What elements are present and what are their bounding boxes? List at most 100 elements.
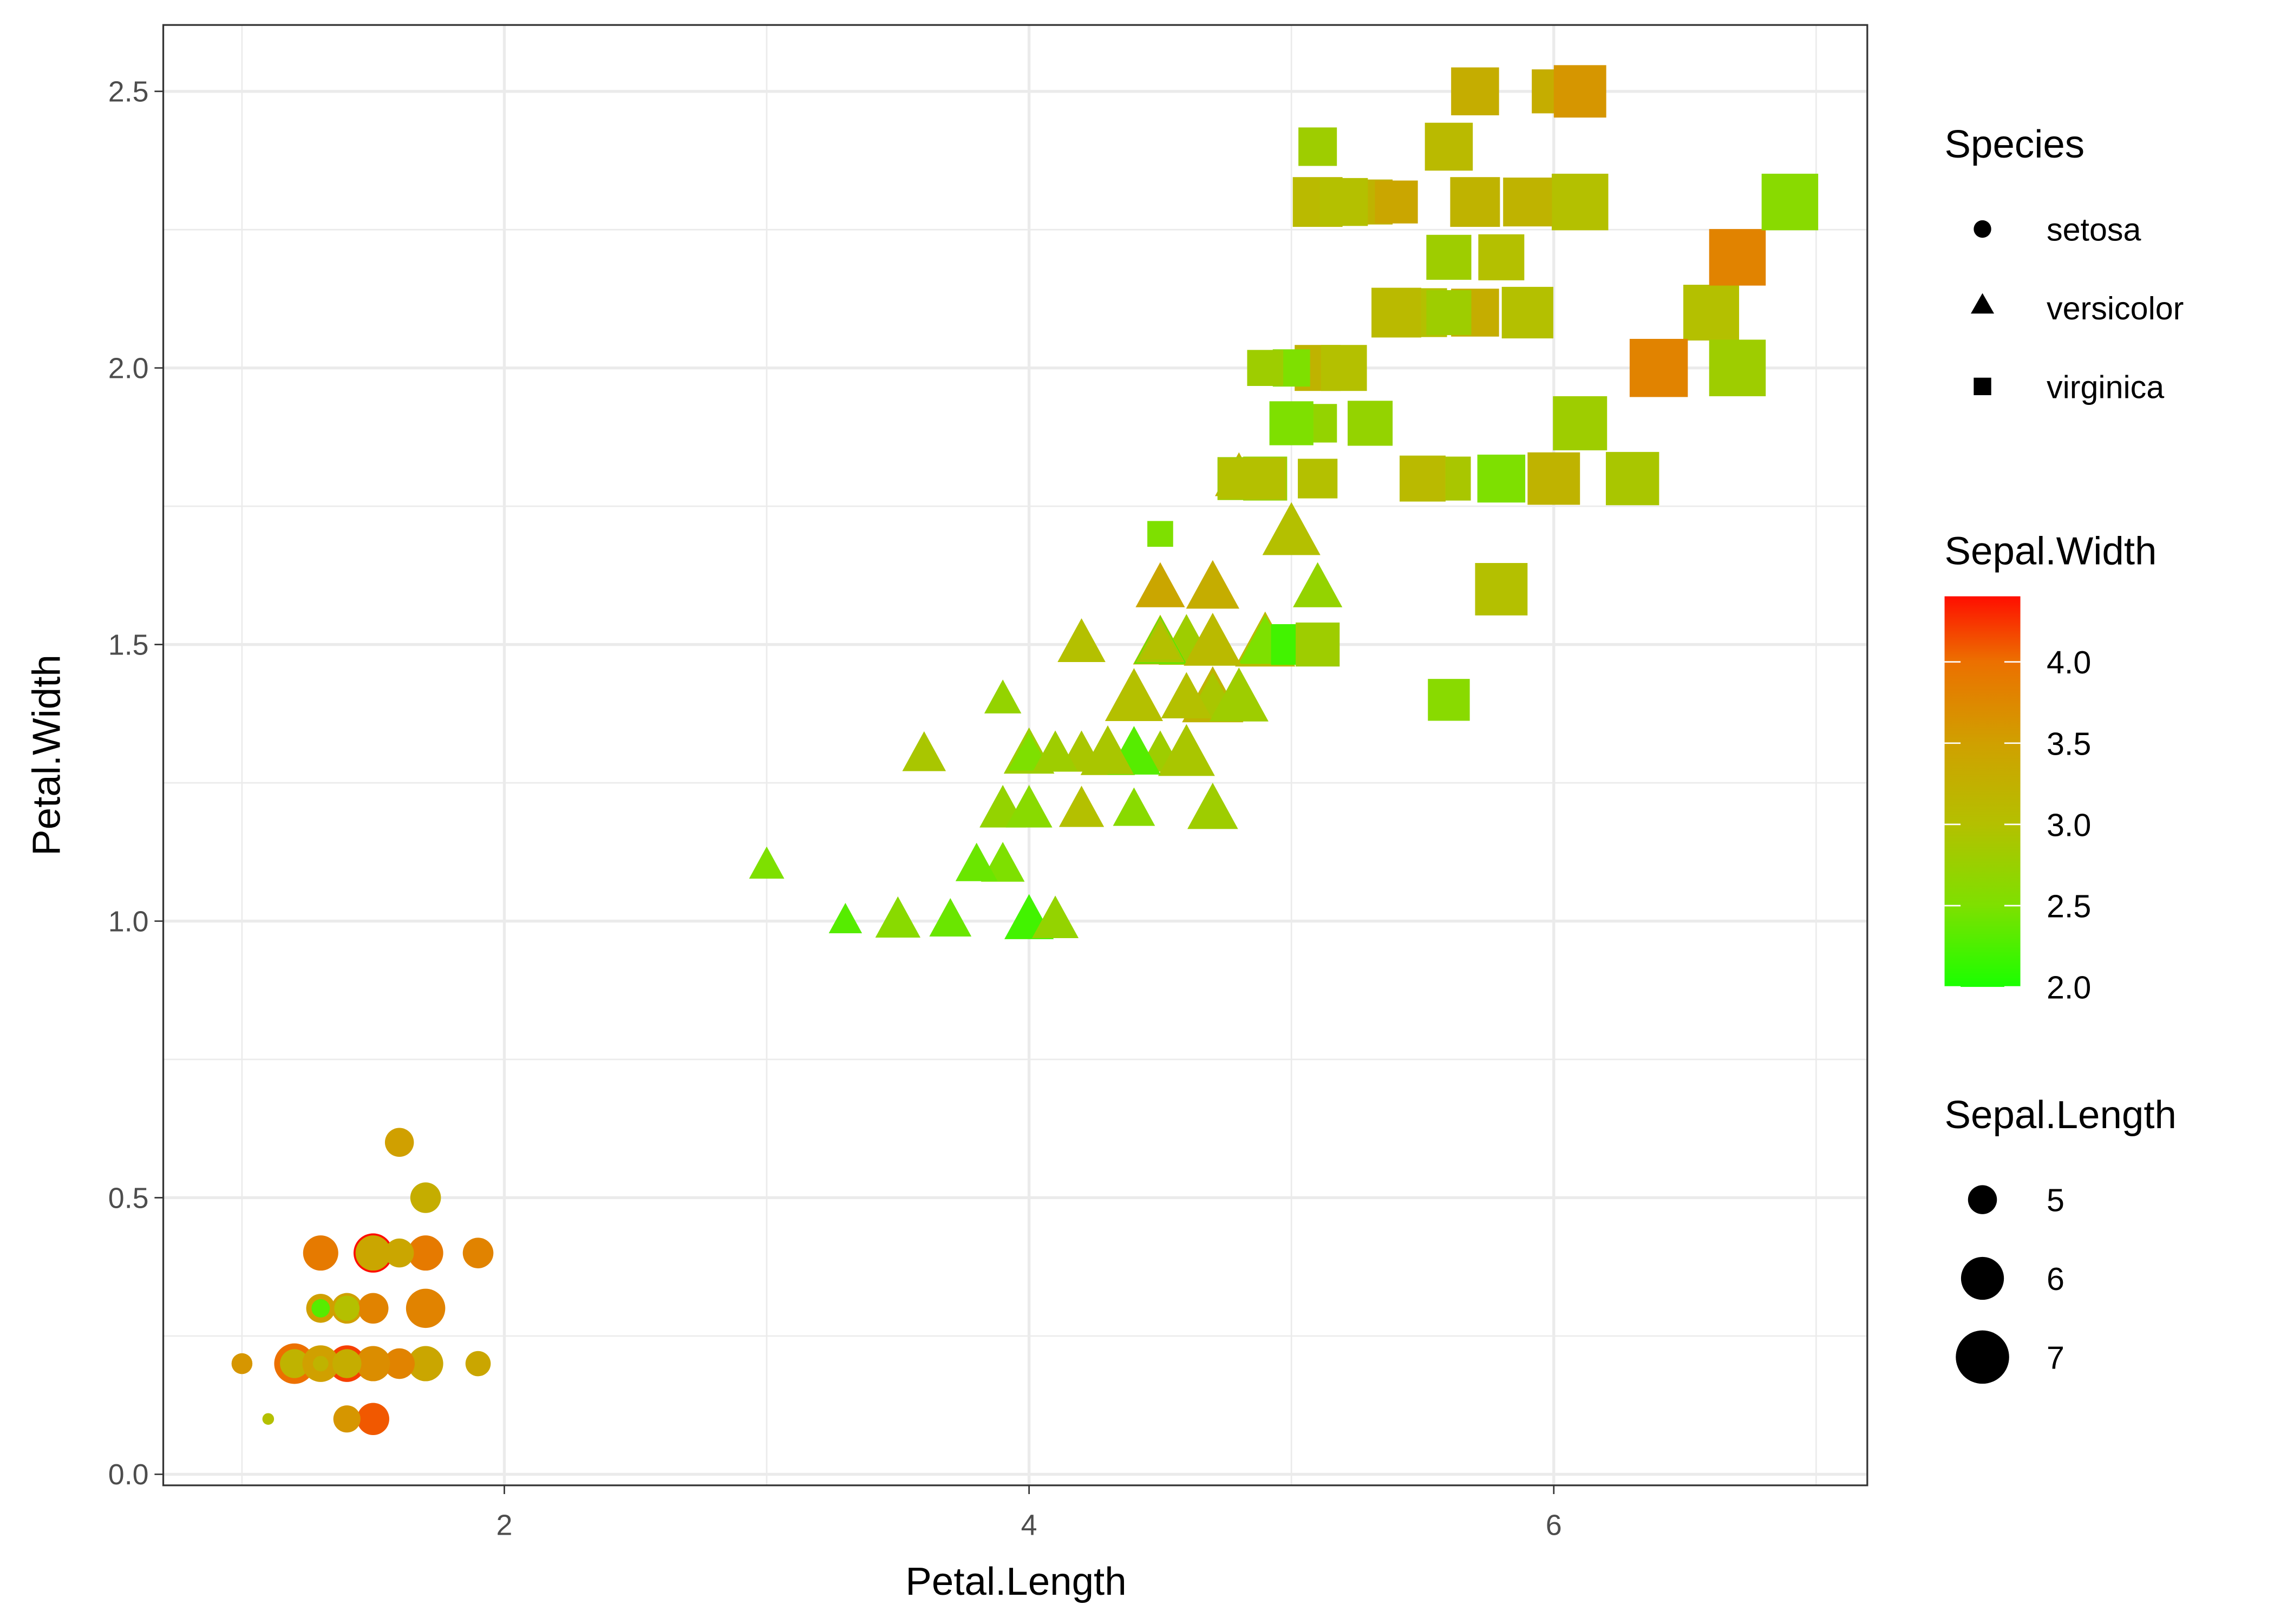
- point-versicolor: [1057, 618, 1106, 663]
- point-virginica: [1348, 401, 1393, 446]
- point-versicolor: [875, 896, 921, 938]
- colorbar-tick-label: 3.0: [2047, 807, 2091, 843]
- point-virginica: [1247, 350, 1284, 386]
- point-versicolor: [1262, 502, 1321, 555]
- point-setosa: [462, 1237, 494, 1268]
- point-virginica: [1478, 234, 1525, 280]
- point-setosa: [408, 1235, 443, 1271]
- point-virginica: [1605, 451, 1659, 506]
- point-virginica: [1426, 234, 1472, 280]
- point-virginica: [1527, 452, 1580, 505]
- point-virginica: [1428, 679, 1470, 721]
- point-virginica: [1709, 229, 1766, 286]
- point-versicolor: [1105, 669, 1162, 721]
- point-virginica: [1503, 178, 1552, 227]
- legend-species-label: versicolor: [2047, 290, 2184, 326]
- panel-border: [162, 24, 1868, 1487]
- point-setosa: [384, 1238, 414, 1268]
- point-setosa: [313, 1355, 329, 1372]
- point-virginica: [1298, 127, 1337, 166]
- point-virginica: [1553, 65, 1606, 118]
- point-virginica: [1551, 173, 1609, 231]
- point-virginica: [1400, 456, 1446, 501]
- legend-color: Sepal.Width 2.0 2.5 3.0 3.5 4.0: [1944, 529, 2157, 1006]
- size-legend-label: 6: [2047, 1261, 2064, 1297]
- point-versicolor: [749, 846, 785, 879]
- point-setosa: [333, 1405, 361, 1433]
- colorbar-tick-label: 2.0: [2047, 970, 2091, 1006]
- point-versicolor: [1186, 560, 1239, 609]
- colorbar: [1944, 596, 2021, 987]
- point-virginica: [1319, 178, 1368, 226]
- colorbar-tick-label: 3.5: [2047, 725, 2091, 762]
- point-setosa: [406, 1288, 446, 1328]
- point-setosa: [408, 1346, 443, 1381]
- legend-size-title: Sepal.Length: [1945, 1093, 2177, 1137]
- colorbar-tick-label: 4.0: [2047, 644, 2091, 680]
- y-tick-label: 0.0: [108, 1458, 149, 1491]
- point-setosa: [357, 1293, 389, 1324]
- point-setosa: [357, 1403, 389, 1435]
- point-virginica: [1321, 345, 1367, 391]
- point-versicolor: [1135, 562, 1185, 607]
- point-versicolor: [1082, 726, 1134, 775]
- point-versicolor: [1158, 724, 1215, 776]
- point-versicolor: [1140, 622, 1181, 659]
- x-axis-title: Petal.Length: [905, 1560, 1126, 1603]
- point-versicolor: [1032, 895, 1079, 938]
- point-setosa: [334, 1295, 360, 1321]
- legend-circle-icon: [1974, 220, 1991, 238]
- point-setosa: [465, 1351, 491, 1377]
- point-versicolor: [955, 842, 998, 881]
- legend-size: Sepal.Length 5 6 7: [1945, 1093, 2177, 1384]
- point-virginica: [1553, 396, 1608, 450]
- point-setosa: [262, 1413, 275, 1425]
- point-versicolor: [1184, 612, 1242, 666]
- point-virginica: [1218, 458, 1259, 499]
- point-virginica: [1683, 285, 1740, 341]
- size-legend-circle-icon: [1961, 1256, 2004, 1300]
- point-versicolor: [1161, 672, 1212, 719]
- point-versicolor: [1033, 730, 1078, 772]
- x-tick-label: 4: [1021, 1509, 1037, 1541]
- legend-species: Species setosa versicolor virginica: [1945, 122, 2184, 405]
- point-virginica: [1451, 67, 1499, 116]
- data-points: [231, 65, 1819, 1435]
- point-virginica: [1296, 623, 1340, 667]
- point-virginica: [1426, 290, 1472, 336]
- point-virginica: [1298, 459, 1338, 499]
- legend-square-icon: [1974, 377, 1991, 395]
- size-legend-label: 5: [2047, 1182, 2064, 1219]
- y-tick-label: 1.5: [108, 628, 149, 661]
- point-virginica: [1709, 339, 1766, 396]
- point-versicolor: [1005, 785, 1053, 828]
- legend-color-title: Sepal.Width: [1945, 529, 2157, 573]
- point-versicolor: [984, 679, 1022, 713]
- y-tick-label: 1.0: [108, 905, 149, 938]
- point-setosa: [356, 1346, 390, 1381]
- y-tick-label: 2.5: [108, 76, 149, 108]
- point-setosa: [355, 1235, 391, 1271]
- point-virginica: [1761, 173, 1819, 231]
- point-versicolor: [1209, 667, 1269, 722]
- point-setosa: [311, 1299, 330, 1318]
- legend-species-title: Species: [1945, 122, 2085, 166]
- point-virginica: [1424, 122, 1473, 171]
- point-setosa: [384, 1128, 414, 1157]
- y-tick-label: 0.5: [108, 1182, 149, 1214]
- point-versicolor: [828, 902, 862, 934]
- y-tick-label: 2.0: [108, 352, 149, 385]
- point-versicolor: [1058, 785, 1105, 827]
- point-virginica: [1375, 180, 1418, 224]
- point-virginica: [1371, 287, 1421, 338]
- point-versicolor: [929, 898, 972, 937]
- legend-species-label: setosa: [2047, 212, 2141, 248]
- legend-triangle-icon: [1971, 293, 1995, 314]
- point-virginica: [1147, 521, 1173, 547]
- point-setosa: [410, 1182, 441, 1213]
- size-legend-circle-icon: [1968, 1185, 1997, 1214]
- x-tick-label: 6: [1546, 1509, 1562, 1541]
- point-setosa: [303, 1235, 338, 1271]
- point-setosa: [231, 1353, 253, 1374]
